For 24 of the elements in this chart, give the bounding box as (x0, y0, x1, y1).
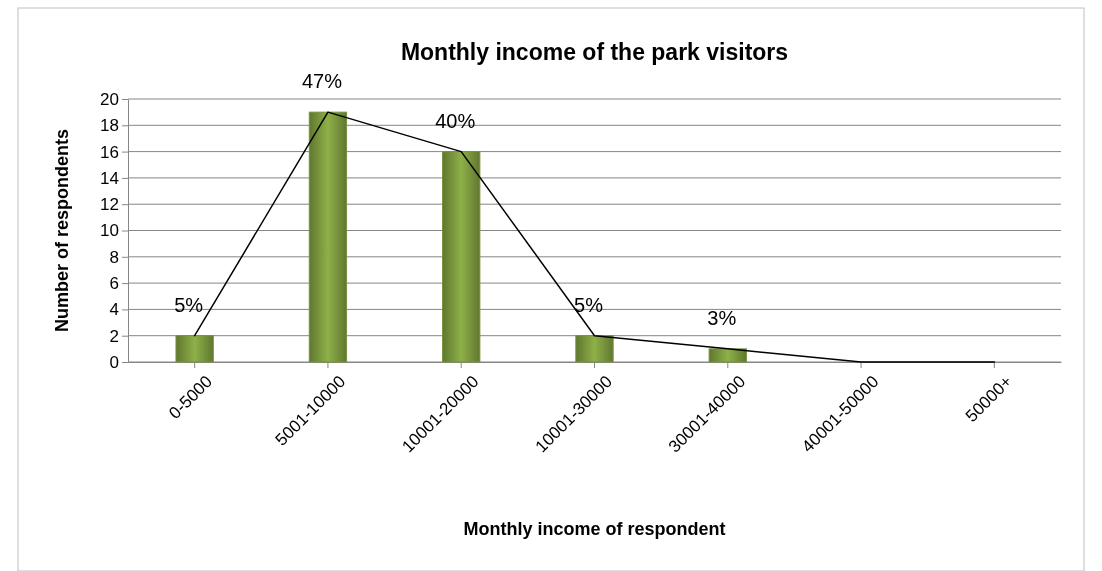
bar (575, 335, 614, 363)
annotation: 3% (707, 306, 737, 329)
annotation: 47% (301, 70, 343, 93)
y-tick-label: 2 (109, 326, 119, 346)
y-tick-label: 4 (109, 300, 119, 320)
chart-title: Monthly income of the park visitors (400, 39, 789, 65)
y-tick-label: 0 (109, 352, 119, 372)
bar (175, 335, 214, 363)
y-axis-title: Number of respondents (52, 128, 72, 333)
y-tick-label: 14 (100, 168, 119, 188)
bar (442, 151, 481, 363)
y-tick-label: 10 (100, 221, 119, 241)
y-tick-label: 20 (100, 89, 119, 109)
annotation: 5% (174, 293, 204, 316)
y-tick-label: 18 (100, 116, 119, 136)
y-tick-label: 12 (100, 195, 119, 215)
y-tick-label: 16 (100, 142, 119, 162)
annotation: 40% (435, 109, 476, 132)
y-tick-label: 6 (109, 274, 119, 294)
annotation: 5% (574, 293, 604, 316)
bar (308, 111, 348, 363)
x-axis-title: Monthly income of respondent (463, 519, 726, 539)
y-tick-label: 8 (109, 247, 119, 267)
bar (708, 348, 747, 363)
